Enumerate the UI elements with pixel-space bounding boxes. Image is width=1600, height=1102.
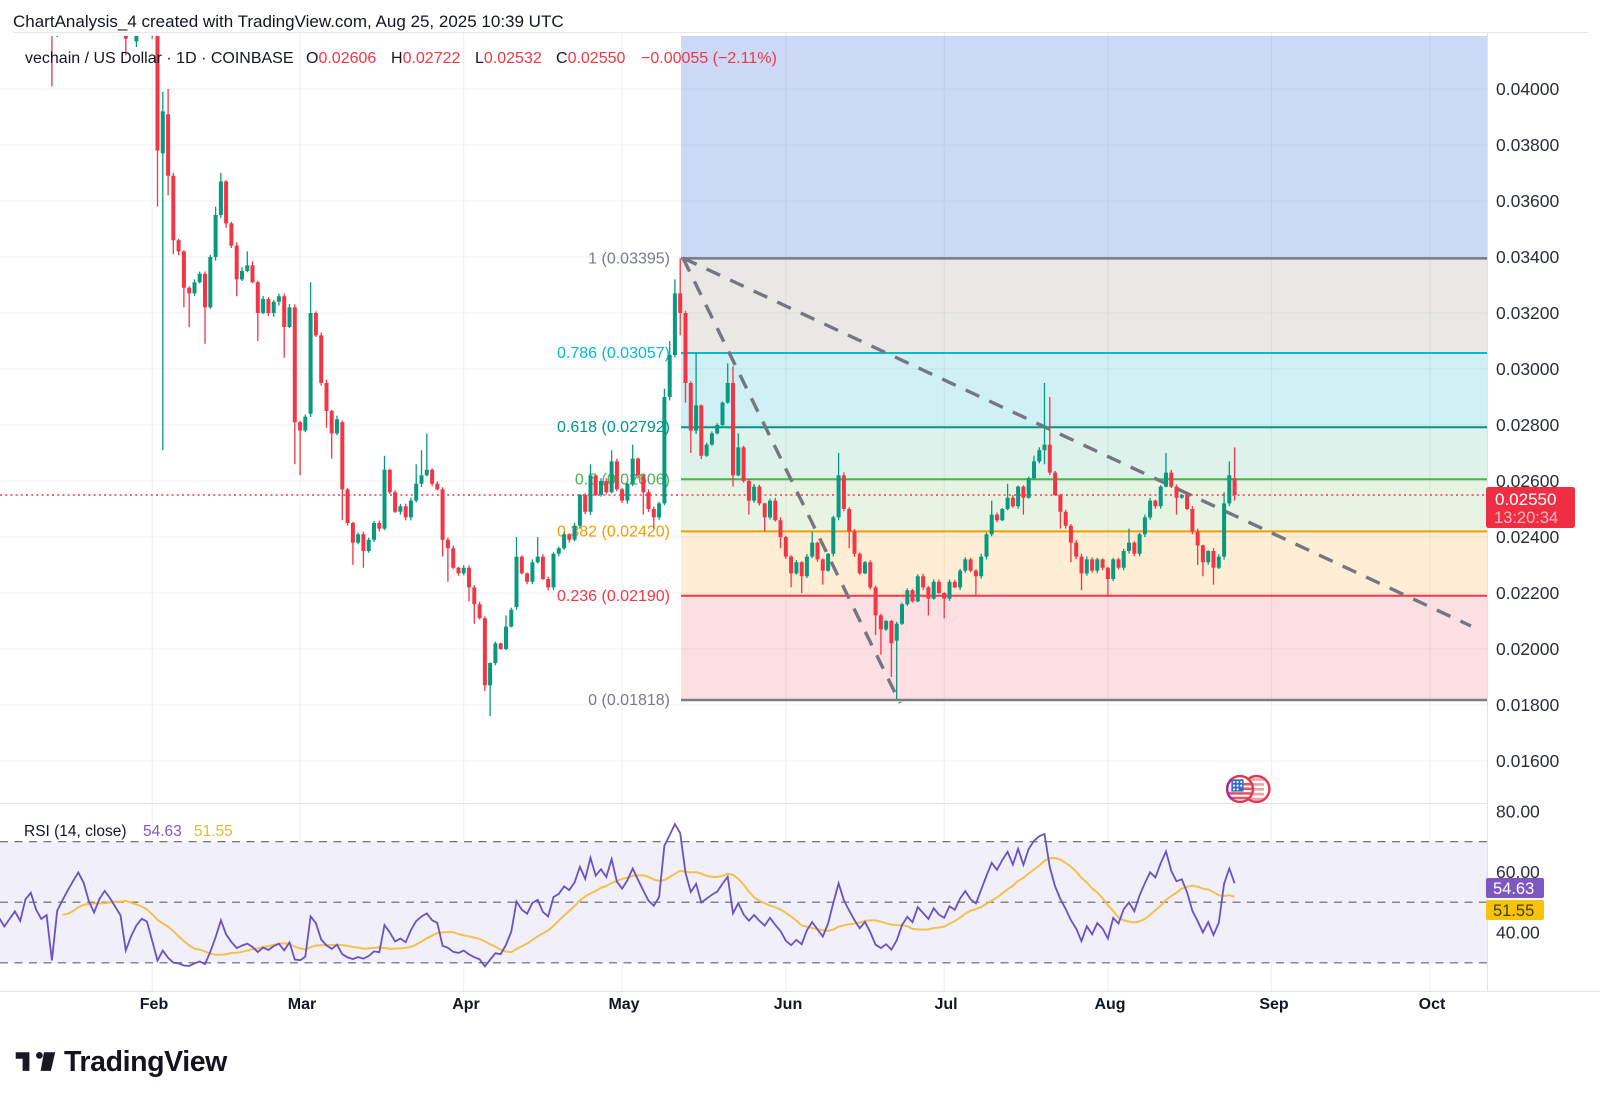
svg-text:0.02550: 0.02550 (1495, 490, 1556, 509)
svg-text:0.236 (0.02190): 0.236 (0.02190) (557, 588, 670, 605)
svg-text:Sep: Sep (1259, 996, 1289, 1013)
svg-text:C0.02550: C0.02550 (556, 50, 626, 67)
svg-text:51.55: 51.55 (1493, 902, 1534, 920)
svg-text:May: May (608, 996, 639, 1013)
svg-text:0.382 (0.02420): 0.382 (0.02420) (557, 523, 670, 540)
svg-text:13:20:34: 13:20:34 (1494, 509, 1558, 527)
svg-text:54.63: 54.63 (1493, 880, 1534, 898)
svg-text:60.00: 60.00 (1496, 862, 1540, 882)
svg-text:H0.02722: H0.02722 (391, 50, 461, 67)
svg-text:0.02400: 0.02400 (1496, 527, 1560, 547)
svg-text:0.03400: 0.03400 (1496, 247, 1560, 267)
svg-text:0.03600: 0.03600 (1496, 191, 1560, 211)
svg-text:TradingView: TradingView (64, 1046, 228, 1078)
svg-text:Aug: Aug (1094, 996, 1125, 1013)
svg-text:0.02800: 0.02800 (1496, 415, 1560, 435)
svg-text:vechain / US Dollar · 1D · COI: vechain / US Dollar · 1D · COINBASE (25, 50, 294, 67)
svg-text:−0.00055 (−2.11%): −0.00055 (−2.11%) (641, 50, 777, 67)
svg-text:Jun: Jun (774, 996, 802, 1013)
svg-text:0.04000: 0.04000 (1496, 79, 1560, 99)
svg-text:Apr: Apr (452, 996, 480, 1013)
svg-text:0.5 (0.02606): 0.5 (0.02606) (575, 471, 670, 488)
svg-text:L0.02532: L0.02532 (475, 50, 542, 67)
svg-text:0 (0.01818): 0 (0.01818) (588, 692, 670, 709)
svg-text:0.02600: 0.02600 (1496, 471, 1560, 491)
svg-text:0.02200: 0.02200 (1496, 583, 1560, 603)
svg-text:0.03800: 0.03800 (1496, 135, 1560, 155)
svg-text:0.03000: 0.03000 (1496, 359, 1560, 379)
svg-text:0.786 (0.03057): 0.786 (0.03057) (557, 345, 670, 362)
svg-text:1 (0.03395): 1 (0.03395) (588, 250, 670, 267)
svg-text:40.00: 40.00 (1496, 923, 1540, 943)
svg-text:51.55: 51.55 (194, 823, 233, 840)
svg-text:0.01600: 0.01600 (1496, 751, 1560, 771)
svg-text:80.00: 80.00 (1496, 802, 1540, 822)
svg-text:0.03200: 0.03200 (1496, 303, 1560, 323)
svg-text:0.02000: 0.02000 (1496, 639, 1560, 659)
svg-text:O0.02606: O0.02606 (306, 50, 376, 67)
svg-text:Mar: Mar (288, 996, 316, 1013)
svg-text:RSI (14, close): RSI (14, close) (24, 823, 127, 840)
svg-text:Feb: Feb (140, 996, 169, 1013)
svg-text:0.618 (0.02792): 0.618 (0.02792) (557, 419, 670, 436)
svg-text:Oct: Oct (1419, 996, 1446, 1013)
svg-text:Jul: Jul (934, 996, 957, 1013)
svg-text:0.01800: 0.01800 (1496, 695, 1560, 715)
svg-text:54.63: 54.63 (143, 823, 182, 840)
svg-text:ChartAnalysis_4 created with T: ChartAnalysis_4 created with TradingView… (13, 12, 564, 31)
